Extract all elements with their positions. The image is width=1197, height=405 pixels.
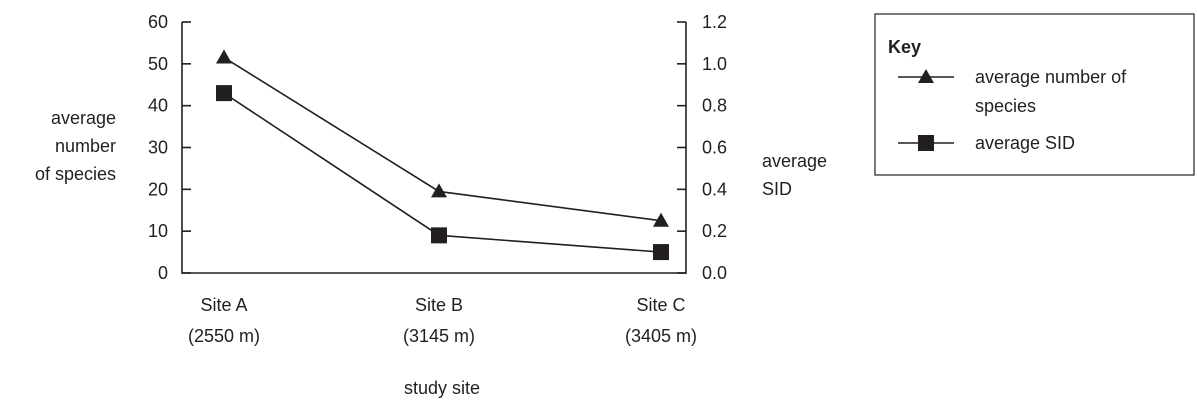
left-y-axis: 0 10 20 30 40 50 60 (148, 12, 191, 283)
legend: Key average number of species average SID (874, 13, 1195, 176)
legend-label: average number of (975, 67, 1127, 87)
left-axis-title: average number of species (35, 108, 116, 184)
legend-marker-square (918, 135, 934, 151)
legend-marker-triangle (918, 69, 934, 83)
x-axis: Site A (2550 m) Site B (3145 m) Site C (3405 … (188, 295, 697, 346)
series-square (216, 85, 669, 261)
x-tick-sublabel: (3145 m) (403, 326, 475, 346)
data-point-triangle (216, 49, 232, 64)
left-tick-label: 30 (148, 138, 168, 158)
legend-title: Key (888, 37, 921, 57)
data-point-square (653, 244, 669, 261)
x-tick-sublabel: (3405 m) (625, 326, 697, 346)
left-axis-title-line: number (55, 136, 116, 156)
x-tick-label: Site C (636, 295, 685, 315)
legend-item: average number of species (898, 67, 1127, 116)
x-tick-label: Site A (200, 295, 247, 315)
right-tick-label: 0.0 (702, 263, 727, 283)
data-point-square (216, 85, 232, 102)
right-axis-title-line: average (762, 151, 827, 171)
right-tick-label: 0.2 (702, 221, 727, 241)
x-tick-sublabel: (2550 m) (188, 326, 260, 346)
left-axis-title-line: average (51, 108, 116, 128)
right-tick-label: 0.8 (702, 96, 727, 116)
plot-area (216, 49, 669, 261)
data-point-triangle (431, 183, 447, 198)
x-tick-label: Site B (415, 295, 463, 315)
right-tick-label: 0.6 (702, 138, 727, 158)
series-triangle (216, 49, 669, 227)
right-tick-label: 1.2 (702, 12, 727, 32)
right-tick-label: 1.0 (702, 54, 727, 74)
left-axis-title-line: of species (35, 164, 116, 184)
right-y-axis: 0.0 0.2 0.4 0.6 0.8 1.0 1.2 (677, 12, 727, 283)
data-point-triangle (653, 212, 669, 227)
left-tick-label: 10 (148, 221, 168, 241)
left-tick-label: 20 (148, 179, 168, 199)
legend-box (874, 13, 1195, 176)
left-tick-label: 60 (148, 12, 168, 32)
right-axis-title-line: SID (762, 179, 792, 199)
right-tick-label: 0.4 (702, 179, 727, 199)
legend-label: species (975, 96, 1036, 116)
x-axis-title: study site (404, 378, 480, 398)
left-tick-label: 40 (148, 96, 168, 116)
data-point-square (431, 227, 447, 244)
left-tick-label: 0 (158, 263, 168, 283)
legend-label: average SID (975, 133, 1075, 153)
right-axis-title: average SID (762, 151, 827, 199)
left-tick-label: 50 (148, 54, 168, 74)
legend-item: average SID (898, 133, 1075, 153)
